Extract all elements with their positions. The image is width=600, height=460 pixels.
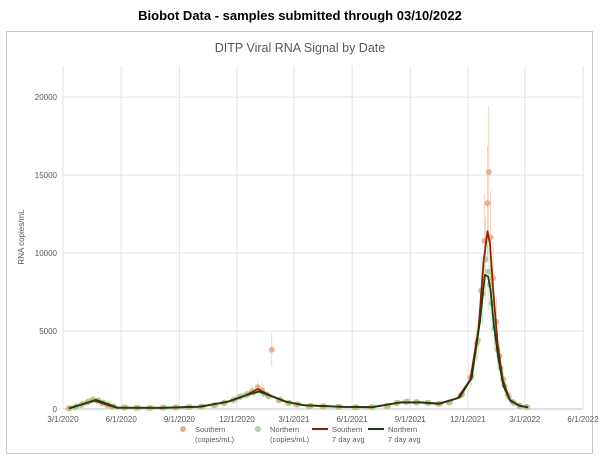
x-tick-label: 6/1/2021 xyxy=(337,415,369,424)
x-tick-label: 6/1/2022 xyxy=(567,415,599,424)
x-tick-label: 3/1/2022 xyxy=(509,415,541,424)
x-tick-labels: 3/1/2020 6/1/2020 9/1/2020 12/1/2020 3/1/202… xyxy=(47,415,599,424)
y-axis-title: RNA copies/mL xyxy=(17,209,26,265)
legend: Southern(copies/mL)Northern(copies/mL)So… xyxy=(180,425,421,444)
data-point xyxy=(485,169,492,176)
y-tick-label: 0 xyxy=(53,405,58,414)
x-tick-label: 12/1/2020 xyxy=(219,415,255,424)
legend-label: Southern xyxy=(332,425,362,434)
x-tick-label: 9/1/2020 xyxy=(164,415,196,424)
x-tick-label: 3/1/2021 xyxy=(278,415,310,424)
legend-label: (copies/mL) xyxy=(270,435,310,444)
gridlines xyxy=(62,66,584,410)
legend-marker xyxy=(180,426,186,432)
average-lines xyxy=(68,230,529,410)
y-tick-labels: 0 5000 10000 15000 20000 xyxy=(35,93,58,414)
legend-label: Southern xyxy=(195,425,225,434)
data-point xyxy=(485,268,492,275)
legend-marker xyxy=(255,426,261,432)
chart-frame xyxy=(6,31,593,454)
data-point xyxy=(484,200,491,207)
y-tick-label: 5000 xyxy=(39,327,57,336)
data-point xyxy=(268,346,275,353)
legend-label: 7 day avg xyxy=(388,435,421,444)
chart-title: DITP Viral RNA Signal by Date xyxy=(215,41,385,55)
avg-line xyxy=(68,230,528,410)
avg-line xyxy=(69,274,529,409)
legend-label: 7 day avg xyxy=(332,435,365,444)
x-tick-label: 6/1/2020 xyxy=(106,415,138,424)
error-bars xyxy=(68,105,528,409)
data-points xyxy=(65,169,531,412)
y-tick-label: 20000 xyxy=(35,93,58,102)
legend-label: Northern xyxy=(388,425,417,434)
y-tick-label: 10000 xyxy=(35,249,58,258)
x-tick-label: 12/1/2021 xyxy=(450,415,486,424)
legend-label: Northern xyxy=(270,425,299,434)
legend-label: (copies/mL) xyxy=(195,435,235,444)
x-tick-label: 9/1/2021 xyxy=(395,415,427,424)
page-title: Biobot Data - samples submitted through … xyxy=(138,8,462,23)
y-tick-label: 15000 xyxy=(35,171,58,180)
x-tick-label: 3/1/2020 xyxy=(47,415,79,424)
